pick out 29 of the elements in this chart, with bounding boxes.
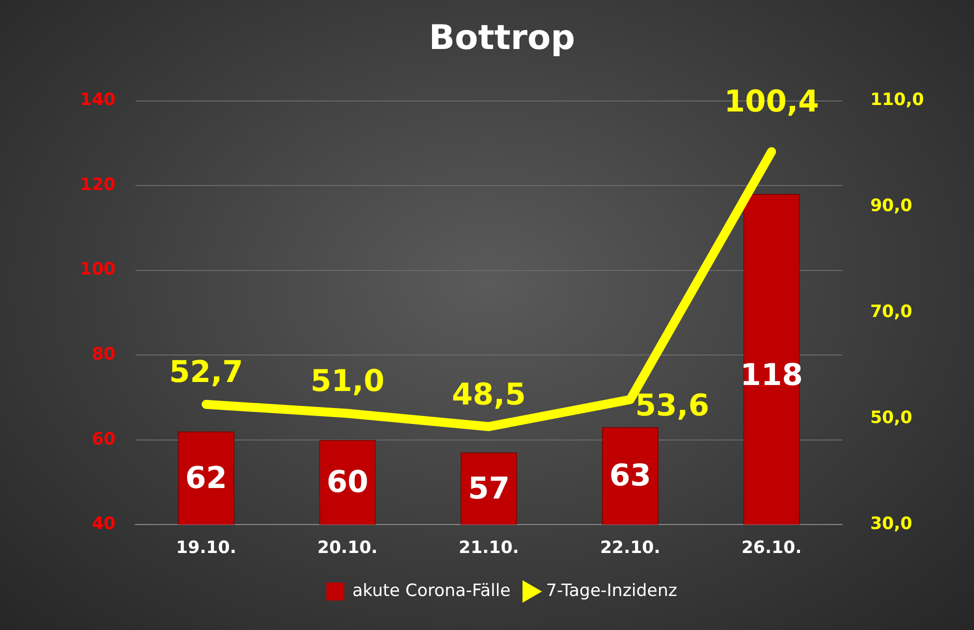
legend-label: akute Corona-Fälle [352,580,511,601]
data-label: 48,5 [452,377,526,412]
data-label: 57 [468,471,510,506]
data-label: 62 [185,460,228,496]
x-tick-label: 21.10. [458,538,519,558]
y2-tick-label: 70,0 [870,302,912,322]
y-tick-label: 60 [92,429,116,450]
y-tick-label: 100 [80,260,116,280]
y2-tick-label: 50,0 [870,408,912,428]
data-label: 53,6 [635,388,710,424]
data-label: 118 [740,358,803,394]
x-tick-label: 22.10. [600,538,660,558]
data-label: 52,7 [169,355,244,390]
y-tick-label: 140 [80,90,116,110]
y2-tick-label: 90,0 [870,196,912,216]
chart-title: Bottrop [428,18,576,58]
y2-tick-label: 30,0 [870,514,912,534]
data-label: 63 [609,458,652,494]
x-tick-label: 19.10. [176,538,236,558]
data-label: 100,4 [724,84,820,120]
x-tick-label: 26.10. [741,538,802,558]
y2-tick-label: 110,0 [870,90,924,110]
y-tick-label: 40 [92,514,116,534]
x-tick-label: 20.10. [317,538,378,558]
legend-label: 7-Tage-Inzidenz [546,580,678,601]
data-label: 51,0 [310,364,385,400]
y-tick-label: 80 [92,344,116,364]
y-tick-label: 120 [80,174,116,195]
data-label: 60 [326,465,368,500]
